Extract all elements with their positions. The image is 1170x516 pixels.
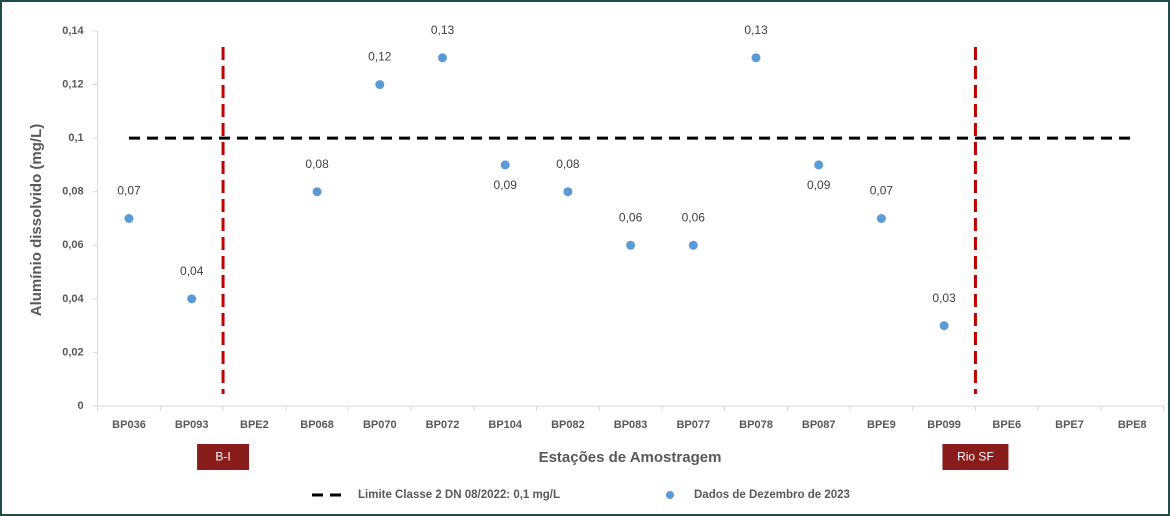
data-point [500,160,510,170]
data-point [876,214,886,223]
legend-marker [666,491,674,499]
data-label: 0,09 [494,178,518,192]
data-label: 0,06 [682,210,706,224]
data-label: 0,07 [870,184,894,198]
x-tick-label: BP082 [551,419,585,431]
data-point [751,53,761,63]
data-label: 0,08 [556,157,580,171]
divider-label: B-I [215,450,230,464]
y-tick-label: 0,04 [62,293,84,305]
data-label: 0,07 [117,184,141,198]
data-label: 0,12 [368,50,392,64]
data-point [939,321,949,331]
x-tick-label: BP093 [175,419,209,431]
x-tick-label: BP083 [614,419,648,431]
data-label: 0,13 [431,23,455,37]
divider-box [197,444,250,470]
data-point [187,294,197,304]
data-point [688,240,698,250]
y-tick-label: 0 [78,400,84,412]
y-tick-label: 0,14 [62,25,84,37]
x-tick-label: BP072 [426,419,460,431]
x-axis-title: Estações de Amostragem [539,449,722,466]
x-tick-label: BPE6 [992,419,1021,431]
data-label: 0,08 [305,157,329,171]
data-point [375,80,385,90]
x-tick-label: BP070 [363,419,397,431]
data-point [814,160,824,170]
y-tick-label: 0,06 [62,239,83,251]
y-tick-label: 0,08 [62,186,83,198]
data-label: 0,13 [744,23,768,37]
x-tick-label: BP077 [676,419,710,431]
data-label: 0,06 [619,210,643,224]
divider-box [942,444,1009,470]
data-point [626,240,636,250]
data-point [124,214,134,223]
data-label: 0,03 [932,291,956,305]
legend-label: Dados de Dezembro de 2023 [694,489,850,501]
y-axis-title: Alumínio dissolvido (mg/L) [28,124,45,317]
legend-label: Limite Classe 2 DN 08/2022: 0,1 mg/L [358,489,560,501]
x-tick-label: BPE9 [867,419,896,431]
divider-label: Rio SF [957,450,994,464]
data-point [312,187,322,197]
x-tick-label: BP087 [802,419,836,431]
x-tick-label: BP099 [927,419,961,431]
y-tick-label: 0,02 [62,346,83,358]
x-tick-label: BPE8 [1118,419,1147,431]
data-label: 0,09 [807,178,831,192]
data-label: 0,04 [180,264,204,278]
y-tick-label: 0,1 [68,132,83,144]
x-tick-label: BPE7 [1055,419,1084,431]
data-point [438,53,447,63]
x-tick-label: BP068 [300,419,334,431]
x-tick-label: BP036 [112,419,146,431]
x-tick-label: BPE2 [240,419,269,431]
data-point [563,187,573,197]
y-tick-label: 0,12 [62,78,83,90]
x-tick-label: BP104 [488,419,523,431]
x-tick-label: BP078 [739,419,773,431]
